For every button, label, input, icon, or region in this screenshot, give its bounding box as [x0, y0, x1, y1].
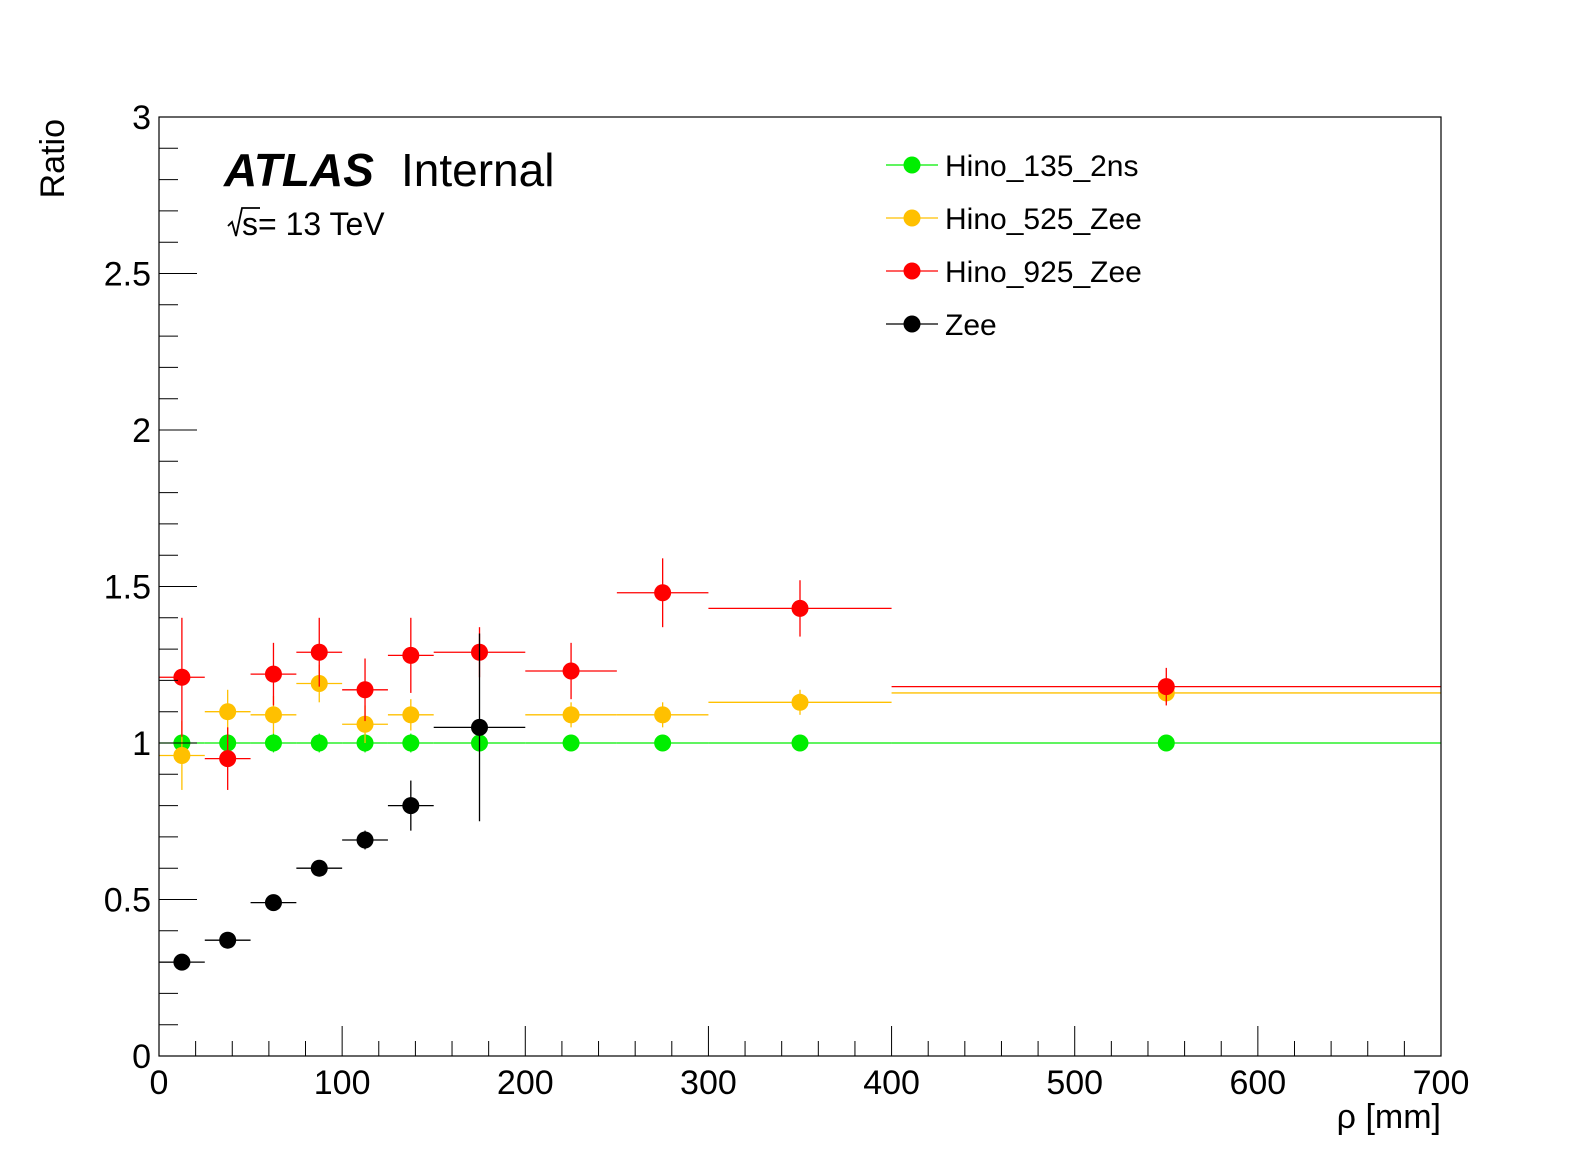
data-point: [791, 693, 809, 711]
x-tick-label: 500: [1046, 1064, 1103, 1102]
data-point: [310, 734, 328, 752]
x-tick-label: 700: [1413, 1064, 1470, 1102]
y-axis-label: Ratio: [34, 119, 72, 198]
data-point: [791, 599, 809, 617]
legend-label: Hino_525_Zee: [945, 203, 1142, 236]
data-point: [654, 584, 672, 602]
y-tick-label: 0.5: [104, 882, 151, 920]
data-point: [402, 706, 420, 724]
data-point: [356, 715, 374, 733]
axes: 0 100 200 300 400 500 600 700 0 0.5 1 1.5 2 2.5 3: [104, 99, 1470, 1102]
legend-marker: [903, 209, 921, 227]
data-point: [1157, 678, 1175, 696]
data-point: [310, 859, 328, 877]
y-tick-label: 3: [132, 99, 151, 137]
data-point: [562, 706, 580, 724]
data-point: [173, 953, 191, 971]
data-point: [402, 646, 420, 664]
y-tick-label: 0: [132, 1038, 151, 1076]
x-tick-label: 400: [863, 1064, 920, 1102]
sqrt-symbol: [227, 207, 260, 237]
legend-marker: [903, 156, 921, 174]
data-point: [264, 894, 282, 912]
data-point: [173, 747, 191, 765]
data-point: [310, 643, 328, 661]
data-point: [264, 665, 282, 683]
legend-entry: Hino_525_Zee: [886, 203, 1142, 236]
legend-marker: [903, 262, 921, 280]
y-tick-label: 2.5: [104, 256, 151, 294]
x-tick-label: 0: [150, 1064, 169, 1102]
data-point: [1157, 734, 1175, 752]
data-point: [219, 931, 237, 949]
legend: Hino_135_2ns Hino_525_Zee Hino_925_Zee Zee: [886, 150, 1142, 342]
legend-entry: Hino_135_2ns: [886, 150, 1139, 183]
legend-entry: Hino_925_Zee: [886, 256, 1142, 289]
data-point: [402, 797, 420, 815]
data-point: [562, 662, 580, 680]
legend-label: Hino_925_Zee: [945, 256, 1142, 289]
data-point: [219, 750, 237, 768]
data-point: [791, 734, 809, 752]
x-tick-label: 300: [680, 1064, 737, 1102]
x-tick-label: 600: [1229, 1064, 1286, 1102]
data-point: [173, 668, 191, 686]
data-point: [402, 734, 420, 752]
x-axis-label: ρ [mm]: [1337, 1098, 1441, 1136]
energy-label: = 13 TeV: [258, 206, 385, 242]
legend-marker: [903, 315, 921, 333]
data-point: [471, 718, 488, 736]
series-zee: [159, 633, 526, 971]
data-point: [264, 706, 282, 724]
data-point: [562, 734, 580, 752]
legend-label: Hino_135_2ns: [945, 150, 1139, 183]
x-tick-label: 200: [497, 1064, 554, 1102]
y-tick-label: 2: [132, 412, 151, 450]
legend-label: Zee: [945, 309, 997, 342]
legend-entry: Zee: [886, 309, 997, 342]
data-point: [219, 703, 237, 721]
data-point: [356, 831, 374, 849]
x-tick-label: 100: [314, 1064, 371, 1102]
y-tick-label: 1: [132, 725, 151, 763]
atlas-label: ATLAS: [223, 144, 374, 196]
data-point: [654, 706, 672, 724]
data-point: [654, 734, 672, 752]
sqrt-s-label: s: [242, 206, 258, 242]
data-marks: [159, 558, 1441, 971]
data-point: [356, 681, 374, 699]
internal-label: Internal: [401, 144, 554, 196]
y-tick-label: 1.5: [104, 569, 151, 607]
data-point: [264, 734, 282, 752]
